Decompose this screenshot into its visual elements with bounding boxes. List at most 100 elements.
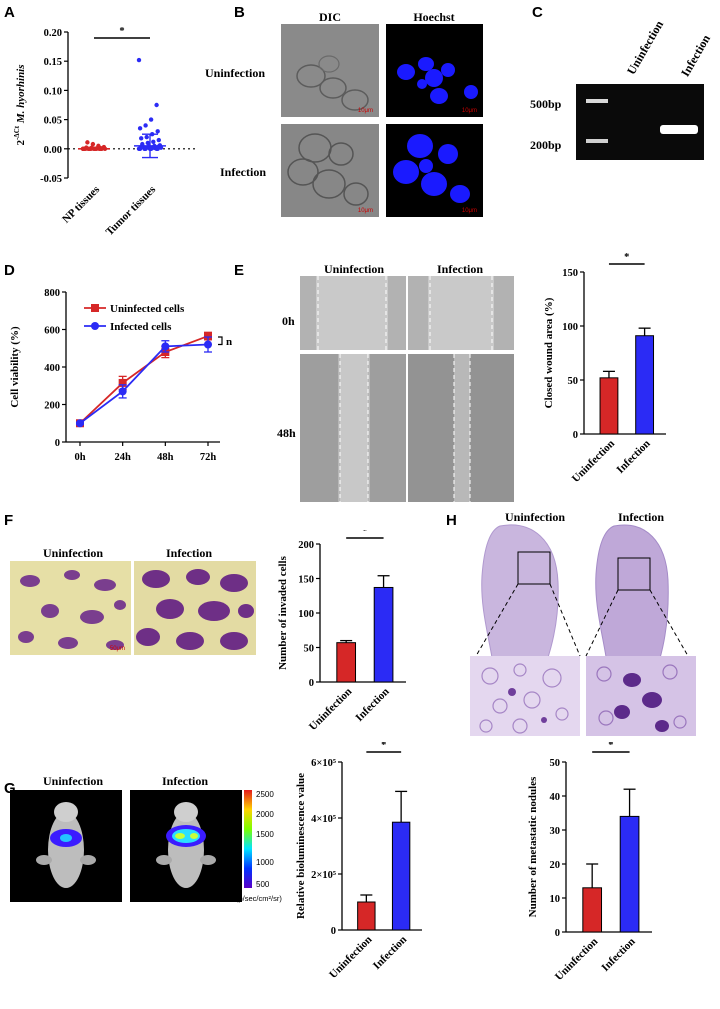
f-header-infection: Infection [166,546,212,560]
panel-letter-b: B [234,4,245,21]
b-row-uninfection: Uninfection [205,66,265,80]
f-x-tick-label: Infection [353,686,391,724]
b-dic-uninfection-image: 10μm [281,24,379,117]
f-bar [373,586,394,683]
e-x-tick-label: Infection [614,438,652,476]
e-bar [635,335,655,435]
h-bar [619,815,640,933]
g-y-tick-label: 4×10⁵ [311,814,336,825]
e-x-tick-label: Uninfection [570,438,617,485]
e-header-infection: Infection [437,262,483,276]
g-bar [357,901,376,931]
panel-letter-a: A [4,4,15,21]
d-point [118,378,127,387]
h-y-tick-label: 50 [550,758,561,769]
a-point [156,137,161,143]
f-header-uninfection: Uninfection [43,546,103,560]
chart-f: 200 150 100 50 0 Number of invaded cells Uninf… [277,530,406,733]
b-scale-bar-3: 10μm [357,208,373,214]
f-scale-bar: 50μm [109,646,125,652]
h-header-uninfection: Uninfection [505,510,565,524]
g-header-uninfection: Uninfection [43,774,103,788]
chart-d: 800 600 400 200 0 0h 24h 48h 72h Cell viability (… [9,288,232,463]
e-y-tick-label: 0 [573,430,578,441]
d-y-tick-label: 400 [44,363,60,374]
b-header-hoechst: Hoechst [413,10,455,24]
a-point [143,123,148,128]
f-uninfection-image: 50μm [10,561,131,655]
h-y-axis-label: Number of metastatic nodules [527,776,539,917]
h-uninfection-zoom-image [470,656,580,736]
f-sig-star: * [362,530,367,537]
g-colorbar-unit: (p/sec/cm²/sr) [236,894,282,903]
g-colorbar-tick-2000: 2000 [256,810,274,819]
c-ladder-200bp: 200bp [530,138,562,152]
e-infection-48h-image [408,354,514,502]
g-bar [391,821,411,931]
g-colorbar-tick-1000: 1000 [256,858,274,867]
h-y-tick-label: 0 [555,928,560,939]
c-gel-image [576,84,704,160]
a-point [150,146,155,151]
a-point [136,57,142,63]
g-colorbar-tick-500: 500 [256,880,270,889]
d-y-tick-label: 0 [55,438,60,449]
h-y-tick-label: 40 [550,792,561,803]
f-x-tick-label: Uninfection [307,686,354,733]
a-x-tick-label: Tumor tissues [104,183,159,238]
d-ns-label: ns [226,336,232,348]
h-y-tick-label: 30 [550,826,561,837]
d-y-axis-label: Cell viability (%) [9,326,21,408]
d-point [76,419,84,428]
a-point [144,134,149,140]
panel-letter-c: C [532,4,543,21]
h-x-tick-label: Infection [599,936,637,974]
d-series-line [79,335,209,424]
h-x-tick-label: Uninfection [553,936,600,983]
a-point [148,117,154,122]
e-uninfection-48h-image [300,354,406,502]
a-point [154,102,159,108]
a-point [137,126,143,131]
g-y-tick-label: 2×10⁵ [311,870,336,881]
d-series-line [79,343,209,424]
d-point [204,340,212,349]
g-mouse-uninfection-image [10,790,122,902]
h-y-tick-label: 10 [550,894,561,905]
g-x-tick-label: Uninfection [327,934,374,981]
d-legend-marker [91,304,99,312]
b-scale-bar-2: 10μm [461,108,477,114]
f-y-tick-label: 100 [298,609,314,620]
h-sig-star: * [608,742,613,751]
f-y-axis-label: Number of invaded cells [277,555,289,669]
panel-letter-h: H [446,512,457,529]
g-colorbar-tick-1500: 1500 [256,830,274,839]
a-point [151,139,156,144]
c-header-infection: Infection [678,32,714,79]
b-scale-bar-1: 10μm [357,108,373,114]
d-y-tick-label: 200 [44,401,60,412]
d-y-tick-label: 800 [44,288,60,299]
chart-h: 50 40 30 20 10 0 Number of metastatic nodules U… [527,742,652,983]
b-scale-bar-4: 10μm [461,208,477,214]
h-y-tick-label: 20 [550,860,561,871]
d-legend-label: Uninfected cells [110,303,185,315]
a-y-tick-label: -0.05 [40,174,62,185]
a-sig-star: * [119,26,124,37]
b-row-infection: Infection [220,165,266,179]
a-point [85,140,90,145]
g-header-infection: Infection [162,774,208,788]
e-sig-star: * [624,252,629,263]
d-y-tick-label: 600 [44,326,60,337]
chart-e: 150 100 50 0 Closed wound area (%) Uninfectio… [543,252,666,485]
g-colorbar-tick-2500: 2500 [256,790,274,799]
a-x-tick-label: NP tissues [60,183,102,225]
h-infection-zoom-image [586,656,696,736]
a-y-tick-label: 0.00 [44,145,62,156]
f-bar [336,642,357,683]
f-y-tick-label: 200 [298,540,314,551]
a-y-axis-label: 2-ΔCt M. hyorhinis [13,64,27,145]
e-uninfection-0h-image [300,276,406,350]
g-x-tick-label: Infection [371,934,409,972]
d-legend-label: Infected cells [110,321,172,333]
